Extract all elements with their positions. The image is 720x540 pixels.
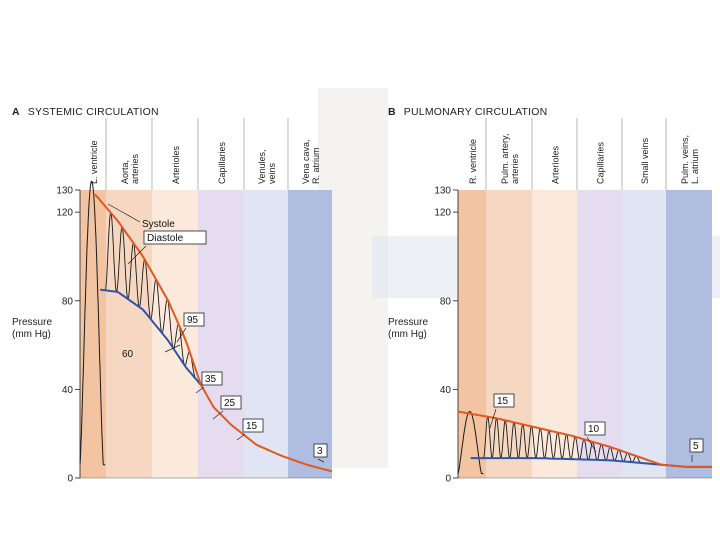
- y-tick-label: 130: [56, 186, 73, 197]
- region-label: R. ventricle: [468, 139, 478, 184]
- annotation-box: [201, 371, 223, 386]
- y-tick-label: 80: [440, 296, 452, 307]
- annotation-label: 60: [122, 349, 134, 360]
- annotation-box: [689, 438, 704, 453]
- y-tick-label: 40: [440, 385, 452, 396]
- region-band: [244, 190, 288, 478]
- annotation-label: 3: [317, 446, 323, 457]
- region-label: Capillaries: [596, 141, 606, 184]
- region-label-text: Aorta,arteries: [120, 153, 140, 184]
- annotation-leader: [195, 386, 205, 394]
- annotation-label: Systole: [142, 219, 175, 230]
- region-label-text: Capillaries: [596, 141, 606, 184]
- y-axis-label: Pressure (mm Hg): [388, 317, 428, 340]
- region-band: [288, 190, 332, 478]
- region-label: L. ventricle: [89, 140, 99, 184]
- region-label: Capillaries: [217, 141, 227, 184]
- region-band: [622, 190, 666, 478]
- annotation-box: [143, 230, 207, 245]
- annotation-box: [220, 395, 242, 410]
- panel-b-title-text: PULMONARY CIRCULATION: [403, 106, 548, 118]
- annotation-box: [493, 393, 515, 408]
- y-tick-label: 40: [62, 385, 74, 396]
- annotation-leader: [107, 203, 141, 223]
- ventricle-pressure-trace: [79, 180, 106, 466]
- annotation-leader: [317, 458, 325, 463]
- region-label: Vena cava,R. atrium: [301, 139, 321, 184]
- annotation-label: 25: [224, 398, 236, 409]
- annotation-label: 95: [187, 315, 199, 326]
- diastolic-pressure-line: [100, 288, 202, 386]
- region-label-text: Arterioles: [171, 145, 181, 184]
- region-label-text: Pulm. veins,L. atrium: [680, 135, 700, 184]
- ventricle-pressure-trace: [457, 411, 484, 475]
- annotation-box: [183, 312, 205, 327]
- pulmonary-chart-group: R. ventricle Pulm. artery,arteries Arterio…: [388, 118, 712, 485]
- region-label-text: Capillaries: [217, 141, 227, 184]
- annotation-leader: [236, 433, 246, 441]
- annotation-leader: [127, 245, 147, 265]
- region-band: [666, 190, 712, 478]
- region-label: Arterioles: [551, 145, 561, 184]
- systolic-pressure-line: [457, 410, 712, 468]
- y-tick-label: 80: [62, 296, 74, 307]
- annotation-box: [584, 421, 606, 436]
- panel-b-letter: B: [388, 106, 396, 118]
- annotation-box: [313, 443, 328, 458]
- annotation-leader: [586, 436, 597, 453]
- annotation-leader: [164, 344, 181, 353]
- region-label: Pulm. veins,L. atrium: [680, 135, 700, 184]
- region-label-text: Small veins: [640, 137, 650, 184]
- region-band: [458, 190, 486, 478]
- annotation-label: 35: [205, 374, 217, 385]
- annotation-label: Diastole: [147, 233, 184, 244]
- region-label-text: L. ventricle: [89, 140, 99, 184]
- systemic-chart-group: L. ventricle Aorta,arteries Arterioles Capi…: [12, 118, 333, 485]
- y-tick-label: 120: [56, 208, 73, 219]
- annotation-label: 15: [246, 421, 258, 432]
- region-label: Aorta,arteries: [120, 153, 140, 184]
- region-label-text: Pulm. artery,arteries: [500, 134, 520, 184]
- region-label-text: Venules,veins: [257, 149, 277, 184]
- region-label-text: R. ventricle: [468, 139, 478, 184]
- region-label-text: Arterioles: [551, 145, 561, 184]
- region-label-text: Vena cava,R. atrium: [301, 139, 321, 184]
- region-band: [486, 190, 532, 478]
- region-label: Arterioles: [171, 145, 181, 184]
- panel-a-title: A SYSTEMIC CIRCULATION: [12, 106, 159, 118]
- annotation-label: 15: [497, 396, 509, 407]
- y-axis-label: Pressure (mm Hg): [12, 317, 52, 340]
- y-tick-label: 0: [67, 474, 73, 485]
- annotation-label: 5: [693, 441, 699, 452]
- annotation-box: [242, 418, 264, 433]
- annotation-leader: [212, 410, 224, 420]
- systolic-pressure-line: [94, 193, 333, 473]
- annotation-label: 10: [588, 424, 600, 435]
- panel-a-title-text: SYSTEMIC CIRCULATION: [27, 106, 159, 118]
- panel-b-title: B PULMONARY CIRCULATION: [388, 106, 547, 118]
- region-label: Venules,veins: [257, 149, 277, 184]
- panel-a-letter: A: [12, 106, 20, 118]
- region-label: Small veins: [640, 137, 650, 184]
- annotation-leader: [489, 408, 497, 429]
- y-tick-label: 0: [445, 474, 451, 485]
- y-tick-label: 130: [434, 186, 451, 197]
- region-label: Pulm. artery,arteries: [500, 134, 520, 184]
- y-tick-label: 120: [434, 208, 451, 219]
- annotation-leader: [176, 327, 187, 343]
